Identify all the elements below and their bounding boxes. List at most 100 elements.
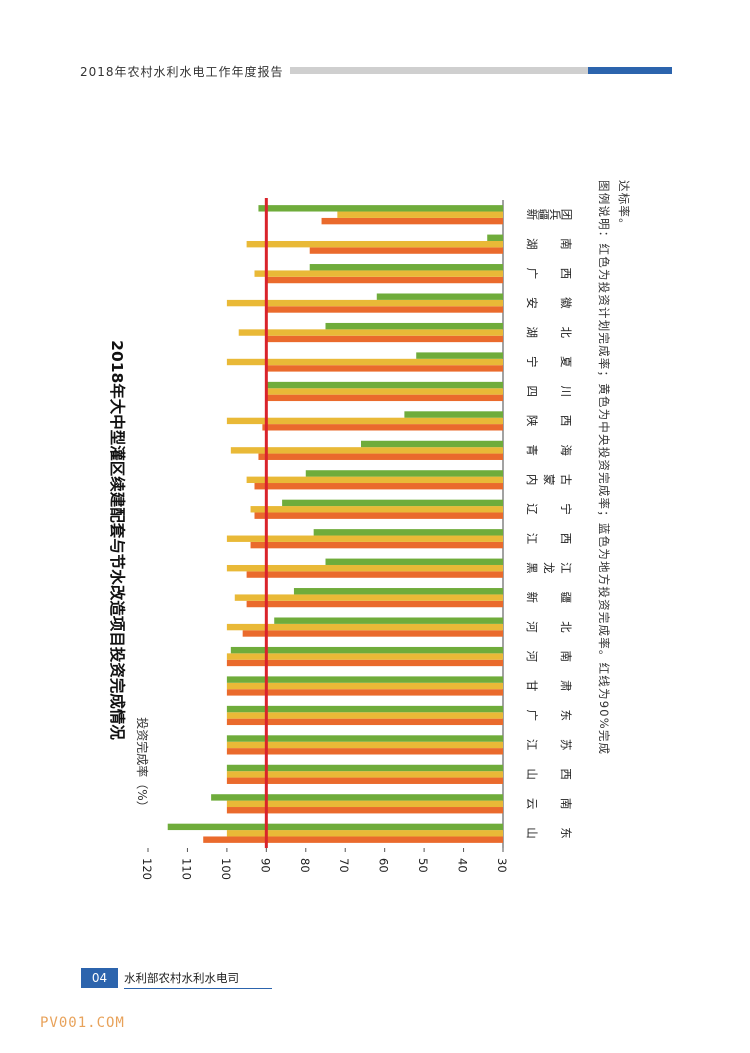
category-char: 辽 [525, 503, 539, 515]
category-label: 湖南 [525, 238, 573, 250]
bar-plan [226, 564, 503, 572]
bar-central [226, 705, 503, 713]
bar-plan [250, 506, 503, 513]
category-char: 西 [559, 768, 573, 780]
category-char: 肃 [559, 680, 573, 692]
bar-plan [226, 623, 503, 631]
bar-investment [262, 424, 503, 431]
bar-plan [234, 594, 503, 601]
bar-investment [226, 718, 503, 726]
tick-label: 120 [140, 858, 154, 880]
bars [167, 205, 504, 843]
category-char: 西 [559, 533, 573, 545]
category-char: 山 [525, 827, 539, 839]
bar-plan [226, 741, 503, 749]
bar-investment [226, 689, 503, 696]
category-char: 古 [559, 474, 573, 486]
tick-label: 100 [219, 858, 233, 880]
bar-central [487, 234, 503, 241]
header-bar-blue [588, 67, 672, 74]
category-char: 团 [560, 209, 574, 221]
bar-plan [226, 653, 503, 660]
category-char: 黑 [525, 562, 539, 574]
bar-investment [258, 453, 503, 460]
bar-central [404, 411, 503, 418]
category-char: 广 [525, 268, 539, 280]
category-label: 四川 [525, 385, 573, 397]
tick-label: 90 [258, 858, 272, 873]
category-label: 安徽 [525, 297, 573, 309]
bar-investment [321, 217, 503, 225]
category-label: 江苏 [525, 739, 573, 751]
category-char: 甘 [525, 680, 539, 692]
page-number: 04 [81, 968, 118, 988]
category-char: 宁 [525, 356, 539, 368]
category-char: 河 [525, 651, 539, 663]
category-char: 川 [559, 385, 573, 397]
bar-plan [266, 388, 503, 395]
tick-label: 80 [298, 858, 312, 873]
category-label: 山西 [525, 768, 573, 780]
category-char: 四 [525, 385, 539, 397]
bar-plan [226, 535, 503, 542]
category-axis-labels: 山东云 南山 西江 苏广 东甘 肃河 南河 北新 疆黑龙江江 西辽 宁内蒙古青 海陕 西四 川宁 夏湖 北安徽… [525, 209, 574, 839]
category-char: 苏 [559, 739, 573, 751]
bar-investment [266, 365, 503, 372]
category-char: 河 [525, 621, 539, 633]
category-char: 山 [525, 768, 539, 780]
category-char: 内 [525, 474, 539, 486]
category-char: 青 [525, 444, 539, 456]
bar-central [167, 823, 503, 831]
bar-plan [246, 240, 503, 248]
category-label: 云南 [525, 798, 573, 810]
category-char: 广 [525, 709, 539, 721]
bar-central [361, 440, 503, 448]
bar-central [266, 381, 503, 389]
bar-central [313, 529, 503, 536]
bar-central [305, 470, 503, 477]
bar-plan [246, 476, 503, 484]
bar-central [325, 322, 503, 330]
chart-title: 2018年大中型灌区续建配套与节水改造项目投资完成情况 [108, 340, 127, 740]
category-label: 内蒙古 [525, 474, 573, 486]
category-char: 疆 [559, 592, 573, 604]
category-char: 龙 [542, 562, 556, 574]
bar-plan [226, 358, 503, 366]
category-char: 北 [559, 621, 573, 633]
bar-investment [266, 276, 503, 284]
category-label: 甘肃 [525, 680, 573, 692]
bar-investment [266, 306, 503, 313]
category-char: 徽 [559, 297, 573, 309]
legend-text-line1: 图例说明：红色为投资计划完成率；黄色为中央投资完成率；蓝色为地方投资完成率。红线… [597, 180, 611, 755]
report-title: 2018年农村水利水电工作年度报告 [80, 65, 284, 79]
category-char: 南 [559, 798, 573, 810]
category-char: 西 [559, 268, 573, 280]
category-char: 陕 [525, 415, 539, 427]
category-char: 疆 [537, 209, 551, 221]
bar-plan [254, 270, 503, 277]
tick-label: 70 [337, 858, 351, 873]
category-char: 江 [525, 739, 539, 751]
footer-department: 水利部农村水利水电司 [124, 968, 272, 989]
bar-plan [226, 800, 503, 808]
category-label: 黑龙江 [525, 562, 573, 574]
watermark: PV001.COM [40, 1015, 125, 1031]
header-bar-gray [290, 67, 588, 74]
bar-plan [226, 299, 503, 307]
bar-central [274, 617, 503, 624]
category-label: 河北 [525, 621, 573, 633]
tick-label: 60 [377, 858, 391, 873]
tick-label: 30 [495, 858, 509, 873]
bar-investment [226, 659, 503, 667]
category-label: 宁夏 [525, 356, 573, 368]
bar-investment [246, 571, 503, 578]
bar-central [258, 205, 503, 212]
category-char: 夏 [559, 356, 573, 368]
tick-label: 40 [456, 858, 470, 873]
bar-investment [226, 807, 503, 814]
bar-plan [238, 329, 503, 336]
category-char: 南 [559, 238, 573, 250]
category-char: 南 [559, 651, 573, 663]
category-label: 广东 [525, 709, 573, 721]
